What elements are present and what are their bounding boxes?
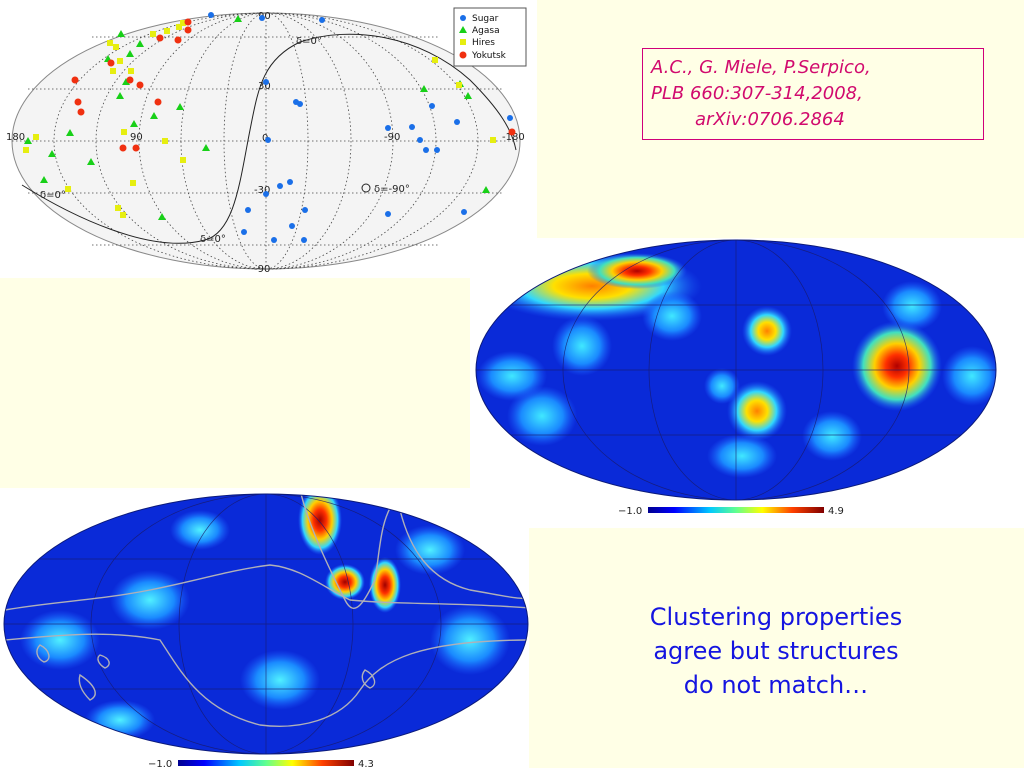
reference-line-1: A.C., G. Miele, P.Serpico,	[651, 57, 871, 78]
curve-label-mid: δ=0°	[200, 234, 226, 245]
lat-label-bottom: -90	[254, 264, 270, 275]
south-pole-marker	[361, 183, 371, 193]
lon-label-right: -180	[502, 132, 525, 143]
colorbar-top-min: −1.0	[618, 506, 642, 517]
heatmap-bottom: −1.0 4.3	[3, 493, 529, 768]
legend-sugar-label: Sugar	[472, 14, 499, 24]
legend-sugar-icon	[460, 15, 466, 21]
lon-label-left: 180	[6, 132, 25, 143]
bottom-right-panel	[529, 528, 1024, 768]
conclusion-line-1: Clustering properties	[649, 603, 903, 631]
reference-box: A.C., G. Miele, P.Serpico, PLB 660:307-3…	[642, 48, 984, 140]
heatmap-top: −1.0 4.9	[475, 239, 997, 517]
declination-curve	[21, 33, 517, 244]
events-sky-map: δ=0° δ=0° δ=0° δ=-90° 90 30 0 -30 -90 18…	[6, 7, 527, 275]
curve-label-south: δ=-90°	[374, 184, 410, 195]
conclusion-line-2: agree but structures	[653, 637, 899, 665]
colorbar-top-max: 4.9	[828, 506, 844, 517]
conclusion-text: Clustering properties agree but structur…	[606, 600, 946, 702]
lon-label-m90: -90	[384, 132, 400, 143]
colorbar-top	[648, 507, 824, 513]
colorbar-bottom	[178, 760, 354, 766]
lon-label-90: 90	[130, 132, 143, 143]
lat-label-30: 30	[258, 81, 271, 92]
events-legend: Sugar Agasa Hires Yokutsk	[453, 7, 527, 67]
hires-events	[23, 20, 496, 218]
legend-yokutsk-label: Yokutsk	[471, 51, 507, 61]
legend-agasa-icon	[459, 26, 467, 33]
heatmap-bottom-outline	[3, 493, 529, 755]
colorbar-bottom-min: −1.0	[148, 759, 172, 768]
sugar-events	[208, 12, 513, 243]
reference-line-2: PLB 660:307-314,2008,	[651, 83, 863, 104]
lat-label-m30: -30	[254, 185, 270, 196]
legend-yokutsk-icon	[459, 51, 467, 59]
lat-label-0: 0	[262, 133, 268, 144]
legend-agasa-label: Agasa	[472, 26, 500, 36]
colorbar-bottom-max: 4.3	[358, 759, 374, 768]
middle-left-panel	[0, 278, 470, 488]
conclusion-line-3: do not match…	[683, 671, 869, 699]
curve-label-left: δ=0°	[40, 190, 66, 201]
heatmap-top-outline	[475, 239, 997, 501]
reference-line-3: arXiv:0706.2864	[695, 109, 845, 130]
contour-lines	[4, 494, 528, 727]
curve-label-top: δ=0°	[296, 36, 322, 47]
legend-hires-label: Hires	[472, 38, 495, 48]
yokutsk-events	[71, 18, 516, 152]
legend-hires-icon	[460, 39, 466, 45]
